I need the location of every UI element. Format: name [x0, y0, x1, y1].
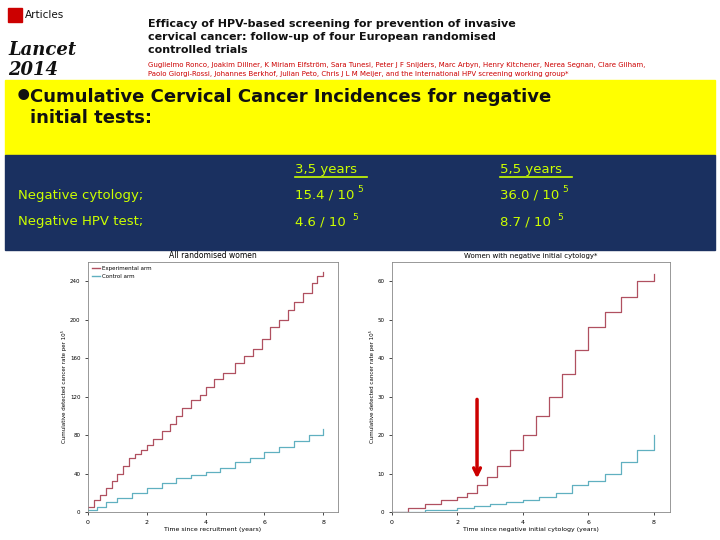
Text: Negative HPV test;: Negative HPV test;: [18, 215, 143, 228]
Text: cervical cancer: follow-up of four European randomised: cervical cancer: follow-up of four Europ…: [148, 32, 496, 42]
Bar: [5, 80, 715, 155]
Legend: Experimental arm, Control arm: Experimental arm, Control arm: [91, 265, 153, 280]
Text: 8.7 / 10: 8.7 / 10: [500, 215, 551, 228]
Bar: [8, 8, 22, 22]
Text: controlled trials: controlled trials: [148, 45, 248, 55]
Text: Paolo Giorgi-Rossi, Johannes Berkhof, Julian Peto, Chris J L M Meijer, and the I: Paolo Giorgi-Rossi, Johannes Berkhof, Ju…: [148, 71, 569, 77]
Text: Cumulative Cervical Cancer Incidences for negative: Cumulative Cervical Cancer Incidences fo…: [30, 88, 552, 106]
Text: Lancet: Lancet: [8, 41, 76, 59]
Y-axis label: Cumulative detected cancer rate per 10⁵: Cumulative detected cancer rate per 10⁵: [61, 330, 67, 443]
Text: 2014: 2014: [8, 61, 58, 79]
Text: 5,5 years: 5,5 years: [500, 164, 562, 177]
Text: Articles: Articles: [25, 10, 64, 20]
Text: 5: 5: [357, 186, 363, 194]
Text: 36.0 / 10: 36.0 / 10: [500, 188, 559, 201]
X-axis label: Time since recruitment (years): Time since recruitment (years): [164, 528, 261, 532]
Text: 5: 5: [562, 186, 568, 194]
Text: 5: 5: [352, 213, 358, 221]
Text: Guglielmo Ronco, Joakim Dillner, K Miriam Elfström, Sara Tunesi, Peter J F Snijd: Guglielmo Ronco, Joakim Dillner, K Miria…: [148, 62, 645, 68]
Text: •: •: [14, 83, 34, 111]
Text: initial tests:: initial tests:: [30, 109, 152, 127]
Text: Negative cytology;: Negative cytology;: [18, 188, 143, 201]
Text: 15.4 / 10: 15.4 / 10: [295, 188, 354, 201]
Text: 4.6 / 10: 4.6 / 10: [295, 215, 346, 228]
Bar: [5, 155, 715, 250]
Text: 3,5 years: 3,5 years: [295, 164, 357, 177]
Title: All randomised women: All randomised women: [169, 251, 257, 260]
Text: 5: 5: [557, 213, 563, 221]
Y-axis label: Cumulative detected cancer rate per 10⁵: Cumulative detected cancer rate per 10⁵: [369, 330, 374, 443]
Text: Efficacy of HPV-based screening for prevention of invasive: Efficacy of HPV-based screening for prev…: [148, 19, 516, 29]
X-axis label: Time since negative initial cytology (years): Time since negative initial cytology (ye…: [463, 528, 599, 532]
Title: Women with negative initial cytology*: Women with negative initial cytology*: [464, 253, 598, 259]
